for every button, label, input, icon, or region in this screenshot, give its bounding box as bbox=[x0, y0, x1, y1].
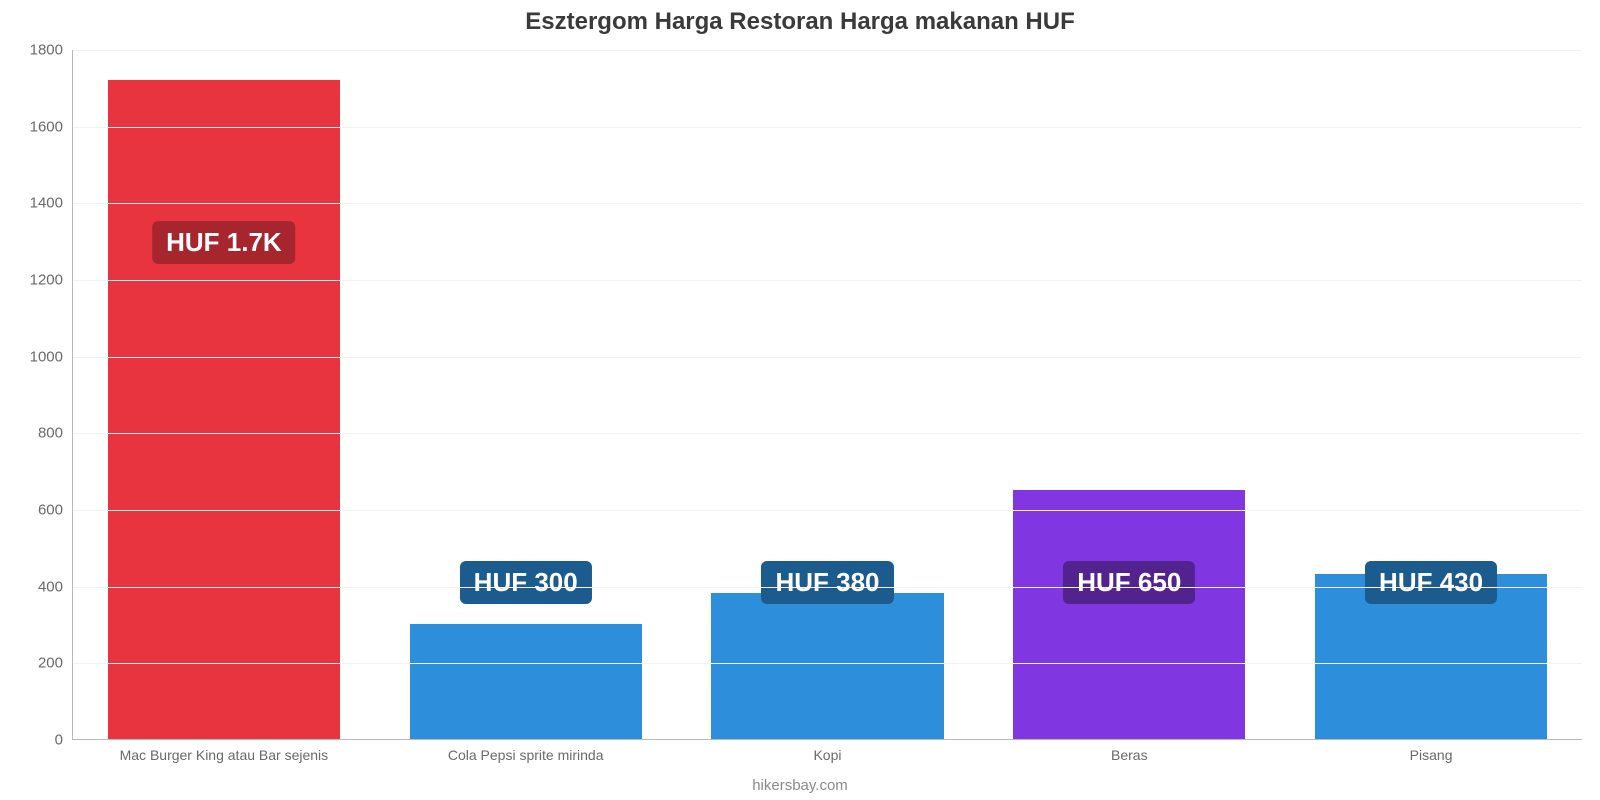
y-tick-label: 1200 bbox=[30, 272, 73, 289]
y-tick-label: 800 bbox=[38, 425, 73, 442]
x-tick-label: Pisang bbox=[1410, 747, 1453, 763]
chart-title: Esztergom Harga Restoran Harga makanan H… bbox=[0, 8, 1600, 36]
grid-line bbox=[73, 127, 1582, 128]
bar bbox=[1013, 490, 1245, 739]
bar bbox=[410, 624, 642, 739]
bar-value-label: HUF 650 bbox=[1063, 561, 1195, 604]
y-tick-label: 600 bbox=[38, 502, 73, 519]
chart-footer: hikersbay.com bbox=[0, 777, 1600, 794]
bar bbox=[108, 80, 340, 739]
bar-slot: HUF 650Beras bbox=[978, 50, 1280, 739]
grid-line bbox=[73, 663, 1582, 664]
grid-line bbox=[73, 357, 1582, 358]
plot-area: HUF 1.7KMac Burger King atau Bar sejenis… bbox=[72, 50, 1582, 740]
y-tick-label: 1000 bbox=[30, 348, 73, 365]
price-bar-chart: Esztergom Harga Restoran Harga makanan H… bbox=[0, 0, 1600, 800]
y-tick-label: 0 bbox=[55, 732, 73, 749]
grid-line bbox=[73, 203, 1582, 204]
bars-container: HUF 1.7KMac Burger King atau Bar sejenis… bbox=[73, 50, 1582, 739]
bar-slot: HUF 430Pisang bbox=[1280, 50, 1582, 739]
x-tick-label: Mac Burger King atau Bar sejenis bbox=[120, 747, 329, 763]
bar bbox=[711, 593, 943, 739]
x-tick-label: Beras bbox=[1111, 747, 1148, 763]
grid-line bbox=[73, 280, 1582, 281]
grid-line bbox=[73, 510, 1582, 511]
bar-value-label: HUF 430 bbox=[1365, 561, 1497, 604]
bar-value-label: HUF 300 bbox=[460, 561, 592, 604]
y-tick-label: 200 bbox=[38, 655, 73, 672]
grid-line bbox=[73, 433, 1582, 434]
x-tick-label: Kopi bbox=[813, 747, 841, 763]
bar-slot: HUF 380Kopi bbox=[677, 50, 979, 739]
y-tick-label: 1400 bbox=[30, 195, 73, 212]
grid-line bbox=[73, 587, 1582, 588]
y-tick-label: 1800 bbox=[30, 42, 73, 59]
bar-value-label: HUF 1.7K bbox=[152, 221, 296, 264]
grid-line bbox=[73, 50, 1582, 51]
bar-slot: HUF 1.7KMac Burger King atau Bar sejenis bbox=[73, 50, 375, 739]
bar-value-label: HUF 380 bbox=[761, 561, 893, 604]
y-tick-label: 1600 bbox=[30, 118, 73, 135]
bar-slot: HUF 300Cola Pepsi sprite mirinda bbox=[375, 50, 677, 739]
x-tick-label: Cola Pepsi sprite mirinda bbox=[448, 747, 604, 763]
y-tick-label: 400 bbox=[38, 578, 73, 595]
